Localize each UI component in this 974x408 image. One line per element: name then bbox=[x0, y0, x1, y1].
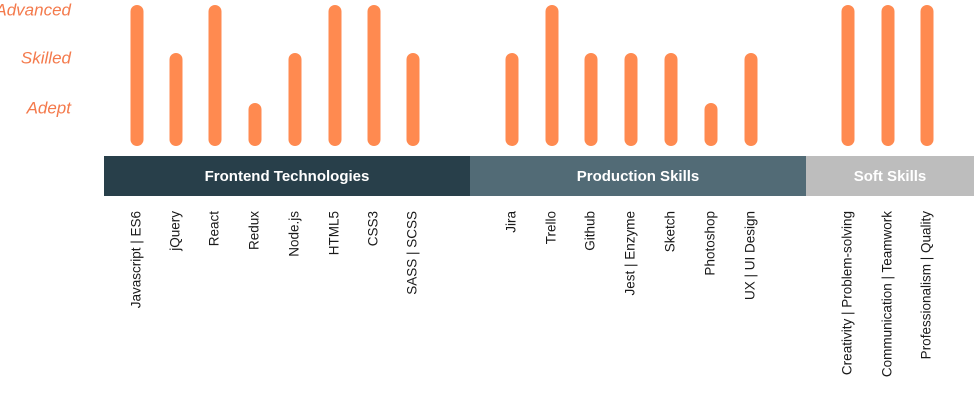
band-soft-skills bbox=[806, 156, 974, 196]
skill-label-react: React bbox=[207, 211, 222, 247]
skill-label-css3: CSS3 bbox=[366, 211, 381, 246]
skill-labels: Javascript | ES6 jQuery React Redux Node.js H… bbox=[129, 211, 934, 378]
bar-professionalism-quality bbox=[920, 5, 934, 146]
level-label-adept: Adept bbox=[26, 98, 73, 117]
bar-redux bbox=[248, 103, 262, 146]
bar-javascript-es6 bbox=[130, 5, 144, 146]
skill-bars bbox=[130, 5, 934, 146]
level-labels: Adept Skilled Advanced bbox=[0, 0, 72, 117]
bar-react bbox=[208, 5, 222, 146]
bar-jquery bbox=[169, 53, 183, 146]
level-label-skilled: Skilled bbox=[21, 48, 72, 67]
category-bands: Frontend Technologies Production Skills So… bbox=[104, 156, 974, 196]
bar-jira bbox=[505, 53, 519, 146]
bar-trello bbox=[545, 5, 559, 146]
bar-html5 bbox=[328, 5, 342, 146]
skill-label-sketch: Sketch bbox=[663, 211, 678, 252]
skill-label-jira: Jira bbox=[504, 211, 519, 233]
skill-label-communication-teamwork: Communication | Teamwork bbox=[880, 211, 895, 377]
skill-label-redux: Redux bbox=[247, 211, 262, 250]
skill-label-sass-scss: SASS | SCSS bbox=[405, 211, 420, 295]
bar-node-js bbox=[288, 53, 302, 146]
band-label-frontend-technologies: Frontend Technologies bbox=[205, 168, 370, 185]
skill-label-professionalism-quality: Professionalism | Quality bbox=[919, 211, 934, 360]
skill-label-github: Github bbox=[583, 211, 598, 251]
bar-ux-ui-design bbox=[744, 53, 758, 146]
bar-sass-scss bbox=[406, 53, 420, 146]
skill-label-javascript-es6: Javascript | ES6 bbox=[129, 211, 144, 308]
skill-label-photoshop: Photoshop bbox=[703, 211, 718, 276]
bar-css3 bbox=[367, 5, 381, 146]
bar-communication-teamwork bbox=[881, 5, 895, 146]
skill-label-jquery: jQuery bbox=[168, 211, 183, 252]
skill-label-trello: Trello bbox=[544, 211, 559, 244]
level-label-advanced: Advanced bbox=[0, 0, 72, 19]
skill-label-jest-enzyme: Jest | Enzyme bbox=[623, 211, 638, 296]
band-label-production-skills: Production Skills bbox=[577, 168, 700, 185]
skill-label-ux-ui-design: UX | UI Design bbox=[743, 211, 758, 300]
bar-photoshop bbox=[704, 103, 718, 146]
bar-creativity-problem-solving bbox=[841, 5, 855, 146]
skill-label-node-js: Node.js bbox=[287, 211, 302, 257]
skill-label-html5: HTML5 bbox=[327, 211, 342, 255]
skill-label-creativity-problem-solving: Creativity | Problem-solving bbox=[840, 211, 855, 375]
band-production-skills bbox=[470, 156, 806, 196]
bar-jest-enzyme bbox=[624, 53, 638, 146]
band-frontend-technologies bbox=[104, 156, 470, 196]
bar-github bbox=[584, 53, 598, 146]
bar-sketch bbox=[664, 53, 678, 146]
band-label-soft-skills: Soft Skills bbox=[854, 168, 927, 185]
